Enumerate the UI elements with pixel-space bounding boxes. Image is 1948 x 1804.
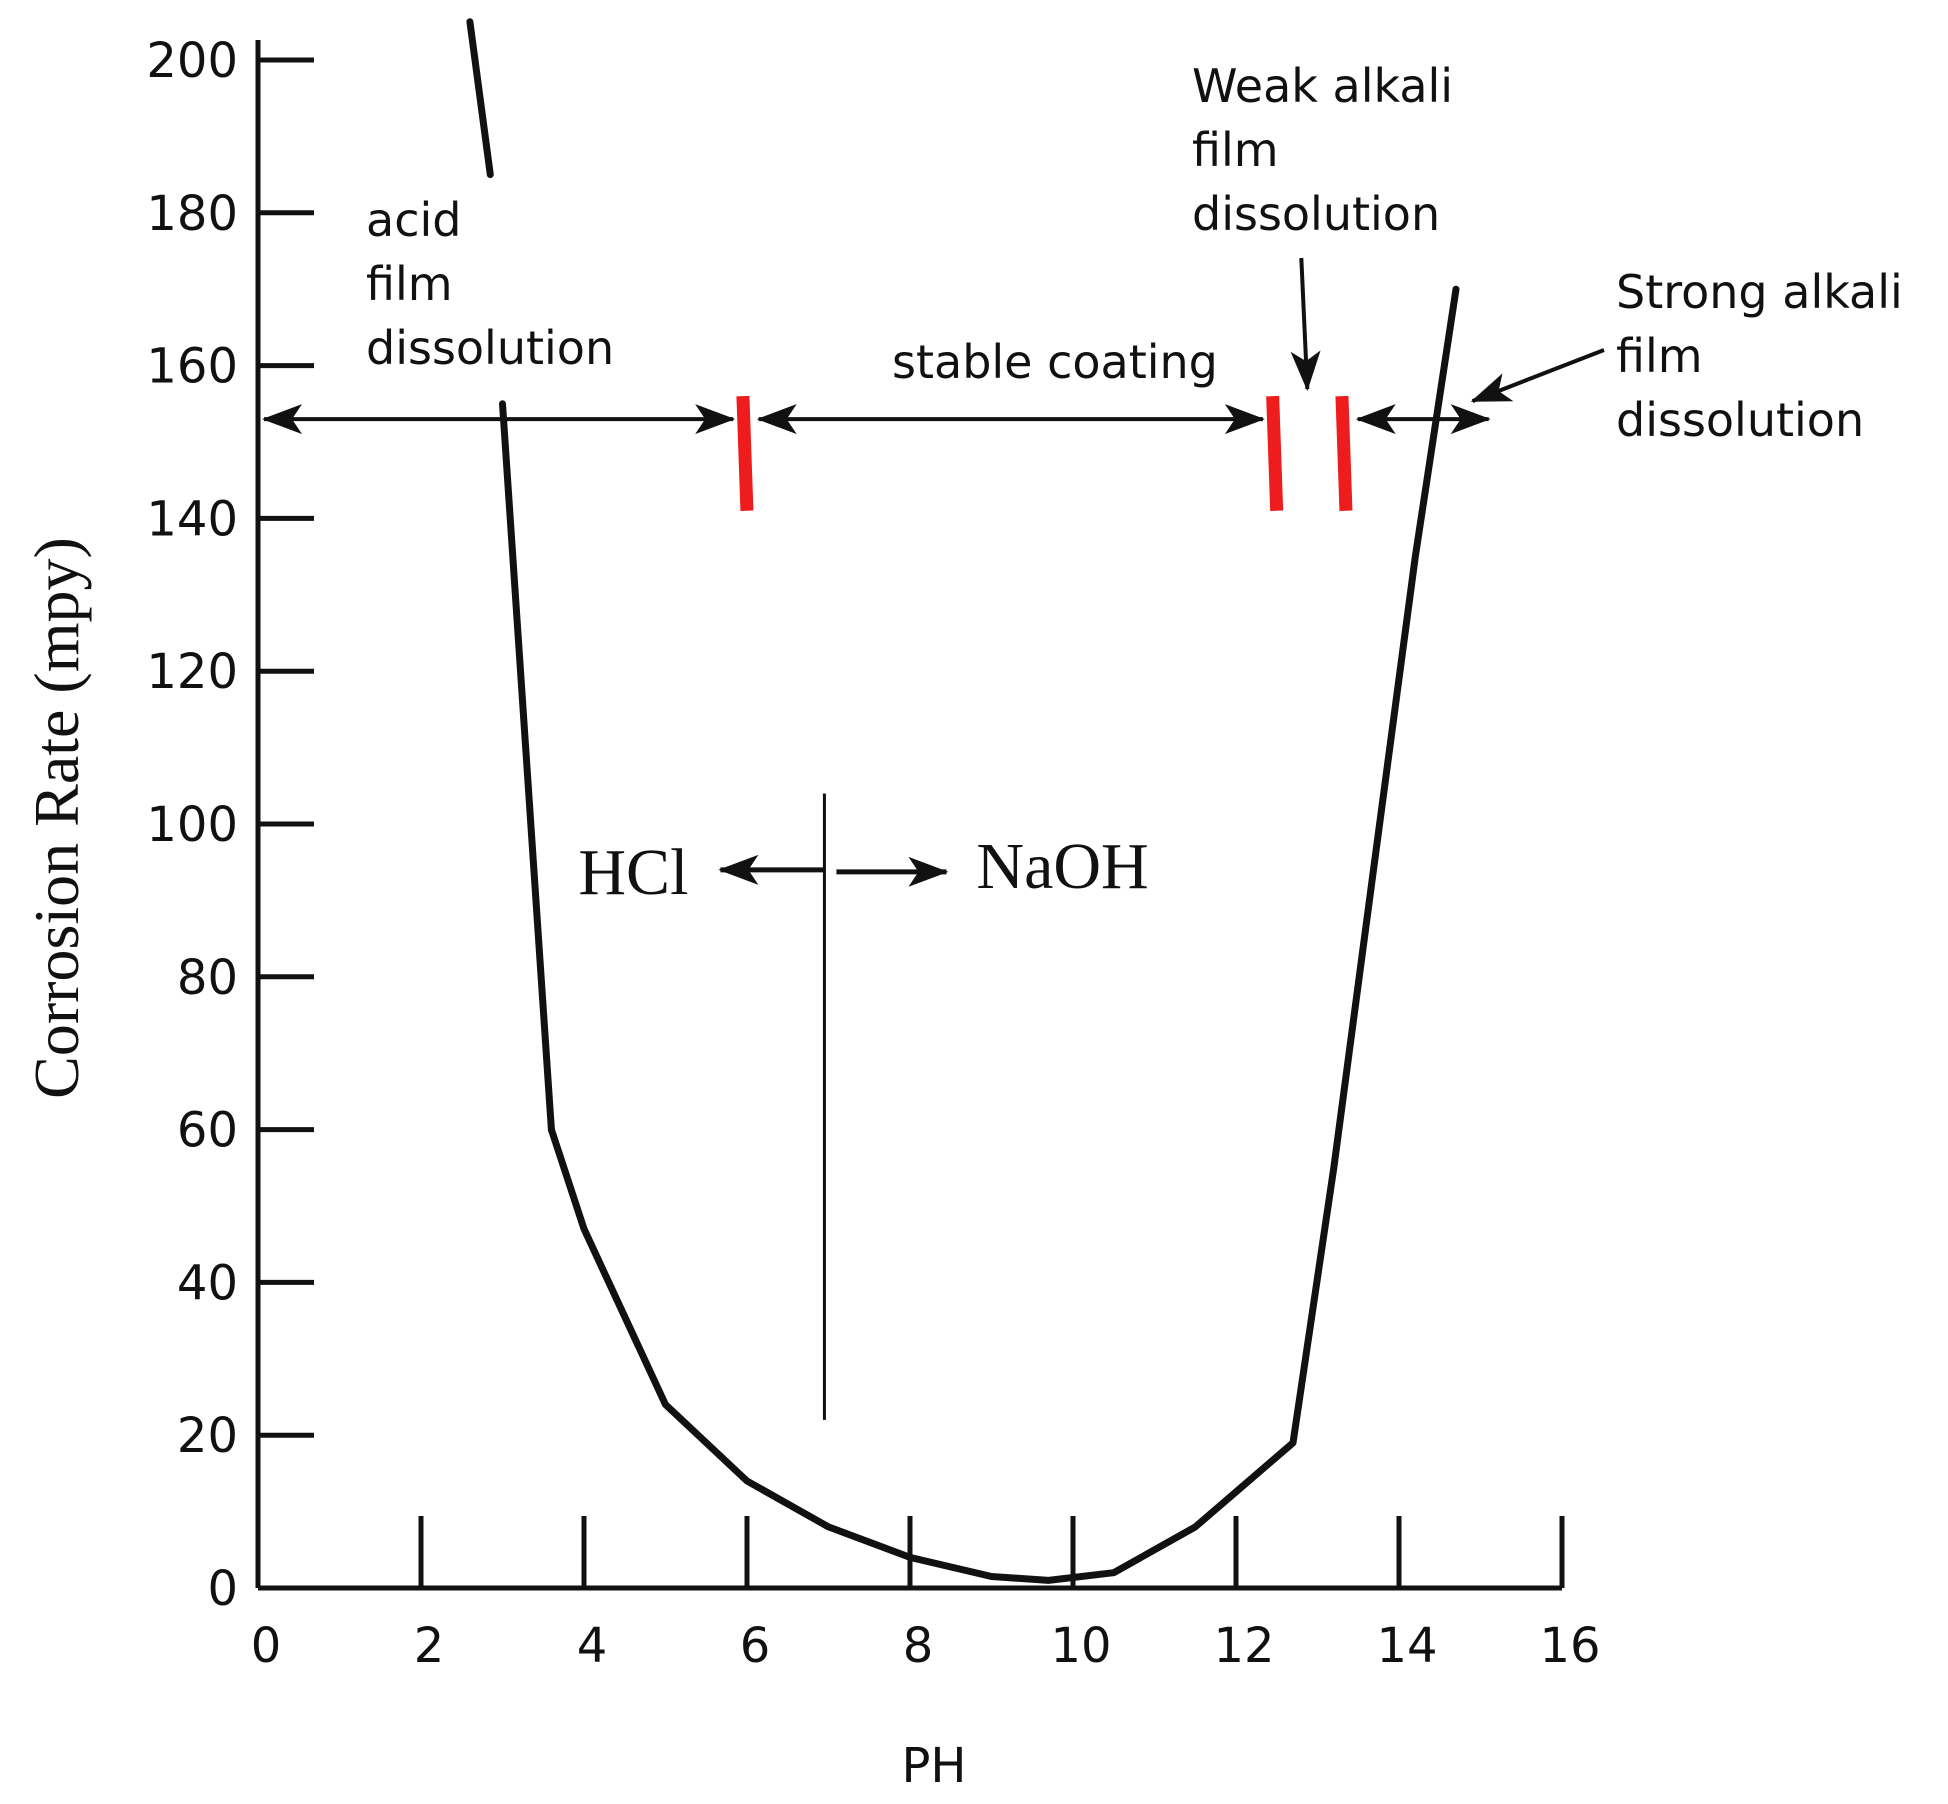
- x-tick-label: 0: [251, 1618, 282, 1674]
- x-tick-label: 4: [577, 1618, 608, 1674]
- y-tick-label: 100: [146, 797, 238, 853]
- y-tick-label: 200: [146, 33, 238, 89]
- hcl-label: HCl: [578, 836, 688, 909]
- x-tick-label: 16: [1539, 1618, 1600, 1674]
- x-tick-label: 8: [903, 1618, 934, 1674]
- y-tick-label: 80: [177, 950, 238, 1006]
- y-tick-label: 120: [146, 644, 238, 700]
- region-arrows: [262, 257, 1605, 435]
- y-tick-label: 20: [177, 1408, 238, 1464]
- y-tick-label: 140: [146, 491, 238, 547]
- x-tick-label: 6: [740, 1618, 771, 1674]
- y-tick-label: 60: [177, 1103, 238, 1159]
- y-axis-label: Corrosion Rate (mpy): [21, 537, 92, 1099]
- strong-alkali-region-label: Strong alkali film dissolution: [1616, 265, 1903, 447]
- x-axis-label: PH: [901, 1738, 966, 1794]
- x-tick-label: 12: [1213, 1618, 1274, 1674]
- region-boundary-mark: [1266, 395, 1284, 511]
- strong-alkali-pointer-arrow: [1470, 348, 1605, 403]
- region-boundary-mark: [736, 395, 754, 511]
- region-boundary-mark: [1335, 395, 1353, 511]
- weak-alkali-region-label: Weak alkali film dissolution: [1192, 59, 1453, 241]
- y-tick-label: 40: [177, 1255, 238, 1311]
- y-tick-label: 180: [146, 186, 238, 242]
- x-tick-label: 2: [414, 1618, 445, 1674]
- corrosion-curve-series-2: [499, 400, 555, 1134]
- hcl-naoh-indicator: HCl NaOH: [578, 793, 1149, 1420]
- y-tick-label: 160: [146, 339, 238, 395]
- axes: [255, 40, 1562, 1591]
- corrosion-curve-series-3: [466, 18, 494, 179]
- x-axis-ticks: 0 2 4 6 8 10 12 14 16: [251, 1516, 1601, 1674]
- x-tick-label: 14: [1376, 1618, 1437, 1674]
- series-layer: [466, 18, 1460, 1584]
- y-tick-label: 0: [207, 1561, 238, 1617]
- stable-region-label: stable coating: [892, 335, 1218, 389]
- region-boundaries: [736, 395, 1353, 511]
- acid-region-label: acid film dissolution: [366, 193, 614, 375]
- x-tick-label: 10: [1050, 1618, 1111, 1674]
- naoh-label: NaOH: [976, 830, 1148, 903]
- y-axis-ticks: 0 20 40 60 80 100 120 140 160 180 200: [146, 33, 314, 1617]
- weak-alkali-pointer-arrow: [1290, 257, 1321, 392]
- corrosion-curve-series-1: [547, 285, 1460, 1584]
